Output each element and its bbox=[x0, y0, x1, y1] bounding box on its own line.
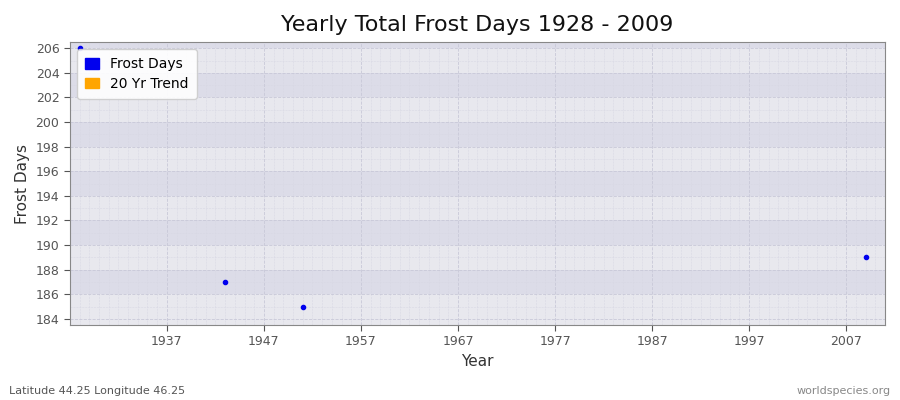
Text: worldspecies.org: worldspecies.org bbox=[796, 386, 891, 396]
Bar bbox=[70, 196, 885, 220]
Title: Yearly Total Frost Days 1928 - 2009: Yearly Total Frost Days 1928 - 2009 bbox=[281, 15, 673, 35]
Bar bbox=[70, 73, 885, 98]
Bar bbox=[70, 319, 885, 325]
Text: Latitude 44.25 Longitude 46.25: Latitude 44.25 Longitude 46.25 bbox=[9, 386, 185, 396]
Y-axis label: Frost Days: Frost Days bbox=[15, 144, 30, 224]
Bar bbox=[70, 48, 885, 73]
Bar bbox=[70, 245, 885, 270]
Bar bbox=[70, 220, 885, 245]
Bar bbox=[70, 98, 885, 122]
Bar bbox=[70, 122, 885, 147]
Bar bbox=[70, 270, 885, 294]
X-axis label: Year: Year bbox=[461, 354, 494, 369]
Bar bbox=[70, 171, 885, 196]
Bar bbox=[70, 147, 885, 171]
Bar bbox=[70, 42, 885, 48]
Bar bbox=[70, 294, 885, 319]
Legend: Frost Days, 20 Yr Trend: Frost Days, 20 Yr Trend bbox=[76, 49, 197, 99]
